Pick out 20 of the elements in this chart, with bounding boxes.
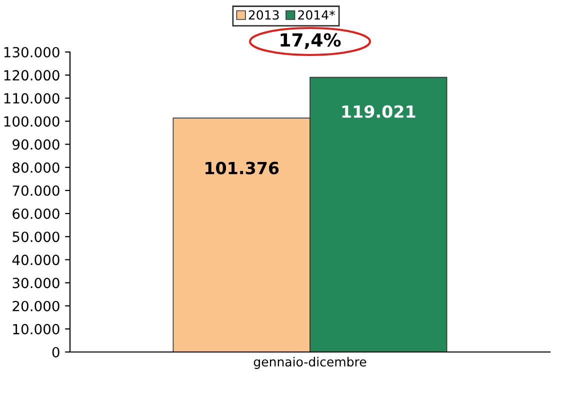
y-tick-label: 130.000 (4, 46, 60, 58)
text: 17,4% (280, 33, 341, 50)
y-tick-label: 10.000 (13, 324, 60, 334)
y-tick-label: 100.000 (4, 116, 60, 127)
y-tick-label: 40.000 (12, 254, 60, 266)
y-tick-label: 30.000 (12, 278, 60, 288)
y-tick-label: 50.000 (12, 232, 60, 242)
legend-label: 2014* (298, 10, 335, 20)
y-tick-label: 110.000 (4, 93, 60, 104)
data-label: 119.021 (342, 105, 416, 118)
y-tick-label: 120.000 (4, 70, 60, 81)
x-tick-label: gennaio-dicembre (254, 356, 366, 369)
y-tick-label: 0 (52, 346, 60, 358)
y-tick-label: 20.000 (12, 300, 60, 312)
y-tick-label: 80.000 (12, 162, 60, 173)
y-tick-label: 70.000 (12, 185, 60, 196)
data-label: 101.376 (206, 162, 279, 174)
y-tick-label: 90.000 (12, 139, 60, 150)
y-tick-label: 60.000 (12, 208, 60, 220)
legend-label: 2013 (248, 10, 279, 20)
